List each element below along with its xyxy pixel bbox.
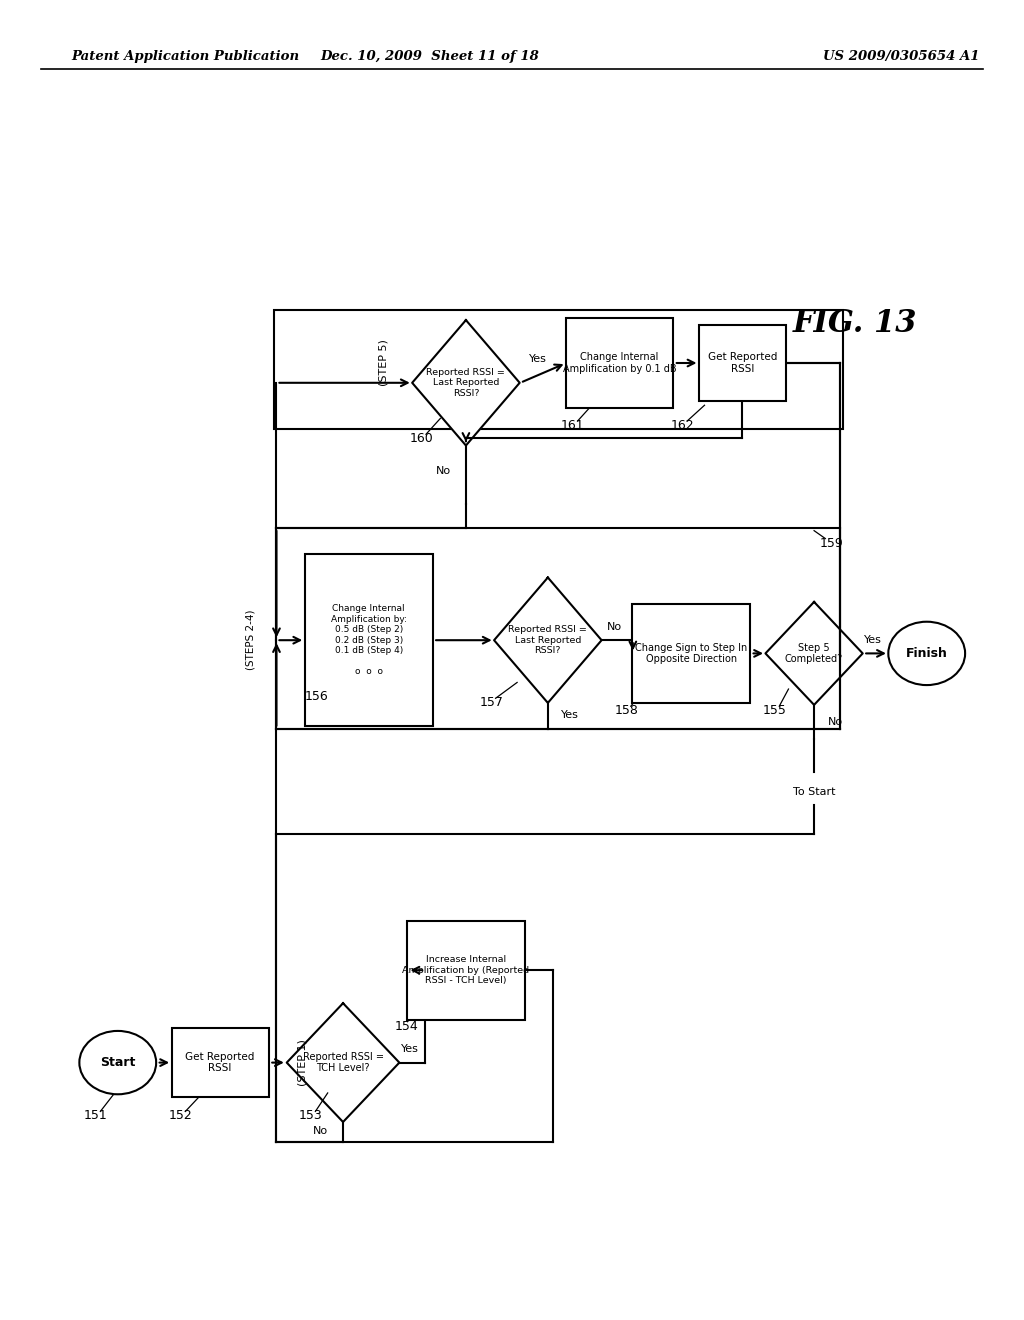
Polygon shape [287,1003,399,1122]
Text: Yes: Yes [863,635,882,645]
Text: Get Reported
RSSI: Get Reported RSSI [185,1052,255,1073]
Text: Finish: Finish [906,647,947,660]
Text: Change Sign to Step In
Opposite Direction: Change Sign to Step In Opposite Directio… [635,643,748,664]
Text: Step 5
Completed?: Step 5 Completed? [785,643,843,664]
Text: (STEP 5): (STEP 5) [379,339,389,387]
Text: No: No [827,717,843,727]
Text: Start: Start [100,1056,135,1069]
FancyBboxPatch shape [633,605,750,702]
Text: 154: 154 [394,1020,418,1034]
FancyBboxPatch shape [408,921,525,1019]
Text: 156: 156 [305,690,329,704]
Text: 160: 160 [410,432,433,445]
Text: Get Reported
RSSI: Get Reported RSSI [708,352,777,374]
Text: Change Internal
Amplification by 0.1 dB: Change Internal Amplification by 0.1 dB [563,352,676,374]
Text: 153: 153 [299,1109,323,1122]
Text: 162: 162 [671,418,694,432]
Text: To Start: To Start [793,787,836,797]
Text: (STEPS 2-4): (STEPS 2-4) [246,610,256,671]
Text: Reported RSSI =
Last Reported
RSSI?: Reported RSSI = Last Reported RSSI? [508,626,588,655]
Text: 155: 155 [763,704,786,717]
FancyBboxPatch shape [305,554,432,726]
Polygon shape [766,602,862,705]
Text: No: No [312,1126,328,1137]
Text: Patent Application Publication: Patent Application Publication [72,50,300,63]
Text: 152: 152 [169,1109,193,1122]
Ellipse shape [889,622,965,685]
Text: 151: 151 [84,1109,108,1122]
Polygon shape [412,321,520,446]
Text: Yes: Yes [528,354,547,364]
Polygon shape [495,578,602,702]
Ellipse shape [80,1031,156,1094]
Text: Yes: Yes [561,710,579,721]
FancyBboxPatch shape [565,318,674,408]
Text: FIG. 13: FIG. 13 [793,308,918,339]
Text: 159: 159 [819,537,843,550]
Text: US 2009/0305654 A1: US 2009/0305654 A1 [823,50,979,63]
Text: Increase Internal
Amplification by (Reported
RSSI - TCH Level): Increase Internal Amplification by (Repo… [402,956,529,985]
FancyBboxPatch shape [171,1028,268,1097]
Text: (STEP 1): (STEP 1) [297,1039,307,1086]
Text: No: No [607,622,622,632]
FancyBboxPatch shape [698,325,786,401]
Text: 158: 158 [614,704,638,717]
Text: No: No [435,466,451,477]
Text: 161: 161 [561,418,585,432]
Text: Dec. 10, 2009  Sheet 11 of 18: Dec. 10, 2009 Sheet 11 of 18 [321,50,540,63]
Text: Reported RSSI =
Last Reported
RSSI?: Reported RSSI = Last Reported RSSI? [426,368,506,397]
Text: 157: 157 [479,696,503,709]
Text: Change Internal
Amplification by:
0.5 dB (Step 2)
0.2 dB (Step 3)
0.1 dB (Step 4: Change Internal Amplification by: 0.5 dB… [331,605,407,676]
Text: Reported RSSI =
TCH Level?: Reported RSSI = TCH Level? [302,1052,384,1073]
Text: Yes: Yes [400,1044,419,1055]
